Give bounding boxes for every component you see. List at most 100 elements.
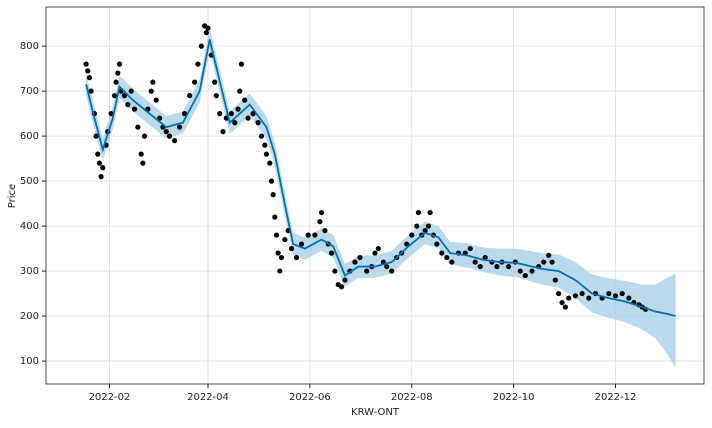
observed-point — [267, 160, 273, 166]
observed-point — [562, 304, 568, 310]
x-tick-label: 2022-06 — [289, 392, 331, 403]
observed-point — [150, 79, 156, 85]
observed-point — [171, 138, 178, 144]
observed-point — [559, 299, 565, 306]
observed-point — [467, 245, 473, 252]
observed-point — [258, 133, 265, 139]
observed-point — [312, 232, 318, 238]
observed-point — [566, 295, 572, 301]
observed-point — [422, 227, 428, 234]
observed-point — [522, 272, 528, 279]
observed-point — [125, 102, 131, 108]
x-tick-label: 2022-04 — [187, 392, 229, 403]
observed-point — [506, 263, 512, 270]
observed-point — [163, 129, 169, 135]
observed-point — [108, 111, 114, 117]
observed-point — [328, 250, 335, 256]
observed-point — [439, 250, 445, 256]
observed-point — [86, 75, 93, 81]
observed-point — [100, 165, 106, 171]
observed-point — [88, 88, 94, 94]
x-axis-label: KRW-ONT — [351, 407, 400, 418]
observed-point — [121, 93, 128, 99]
observed-point — [255, 120, 261, 126]
observed-point — [275, 250, 281, 256]
observed-point — [131, 106, 138, 112]
observed-point — [203, 30, 209, 36]
observed-point — [153, 97, 159, 103]
observed-point — [232, 120, 238, 126]
observed-point — [322, 227, 328, 234]
observed-point — [375, 245, 381, 252]
y-tick-label: 800 — [20, 41, 39, 52]
observed-point — [529, 268, 535, 274]
observed-point — [357, 254, 363, 261]
observed-point — [177, 124, 183, 130]
observed-point — [342, 277, 348, 283]
observed-point — [213, 93, 219, 99]
observed-point — [140, 160, 146, 166]
observed-point — [318, 209, 325, 216]
observed-point — [242, 97, 248, 103]
observed-point — [546, 252, 552, 258]
observed-point — [268, 178, 275, 184]
observed-point — [444, 254, 450, 261]
observed-point — [282, 236, 288, 243]
observed-point — [579, 290, 585, 297]
observed-point — [111, 93, 118, 99]
observed-point — [425, 223, 432, 229]
x-tick-label: 2022-10 — [493, 392, 535, 403]
observed-point — [556, 290, 562, 297]
observed-point — [449, 259, 455, 265]
observed-point — [494, 263, 500, 270]
observed-point — [606, 290, 612, 297]
uncertainty-band — [86, 28, 676, 368]
observed-point — [586, 295, 592, 301]
observed-point — [317, 218, 323, 225]
observed-point — [541, 259, 547, 265]
y-tick-label: 600 — [20, 131, 39, 142]
observed-point — [552, 277, 558, 283]
observed-point — [572, 293, 579, 299]
observed-point — [135, 124, 141, 130]
observed-point — [212, 79, 218, 85]
observed-point — [472, 259, 478, 265]
y-tick-label: 300 — [20, 266, 39, 277]
observed-point — [116, 61, 123, 67]
observed-point — [272, 214, 278, 220]
observed-point — [96, 160, 103, 166]
observed-point — [293, 254, 300, 261]
observed-point — [98, 174, 104, 180]
observed-point — [228, 111, 234, 117]
x-tick-label: 2022-02 — [89, 392, 131, 403]
observed-point — [305, 232, 311, 238]
y-tick-label: 700 — [20, 86, 39, 97]
observed-point — [141, 133, 148, 139]
observed-point — [166, 133, 173, 139]
observed-point — [549, 259, 555, 265]
observed-point — [262, 142, 268, 148]
observed-point — [238, 61, 244, 67]
observed-point — [113, 79, 119, 85]
observed-point — [415, 209, 422, 216]
observed-point — [477, 263, 483, 270]
observed-point — [192, 79, 198, 85]
forecast-line — [85, 39, 676, 317]
observed-point — [198, 43, 204, 49]
observed-point — [93, 133, 99, 139]
observed-point — [482, 254, 488, 261]
x-tick-label: 2022-12 — [595, 392, 637, 403]
observed-point — [288, 245, 295, 252]
observed-point — [364, 268, 370, 274]
observed-point — [182, 111, 188, 117]
x-tick-label: 2022-08 — [391, 392, 433, 403]
y-tick-label: 400 — [20, 221, 39, 232]
y-tick-label: 500 — [20, 176, 39, 187]
y-axis-label: Price — [7, 184, 18, 208]
observed-point — [389, 268, 395, 274]
plot-frame — [45, 6, 705, 385]
observed-point — [85, 68, 91, 74]
observed-point — [83, 61, 89, 67]
observed-point — [205, 25, 211, 31]
